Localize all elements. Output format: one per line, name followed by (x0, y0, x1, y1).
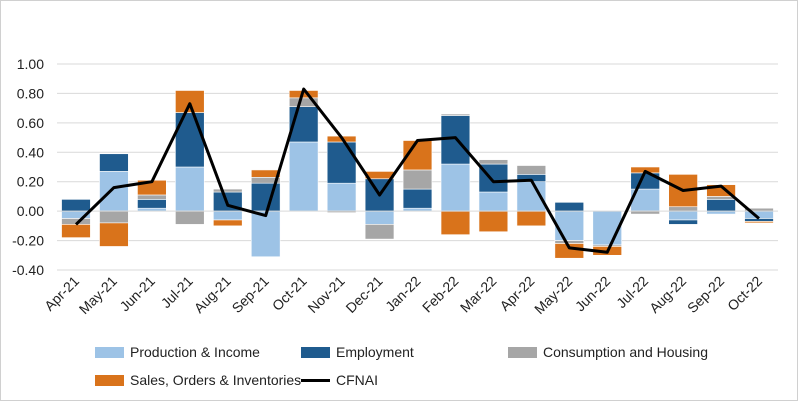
bar-production-income (364, 210, 395, 225)
bar-employment (554, 202, 585, 212)
x-tick-label: Sep-22 (684, 273, 727, 316)
y-tick-label: 0.60 (17, 115, 44, 131)
x-tick-label: Mar-22 (457, 273, 500, 316)
legend-item-employment: Employment (301, 344, 414, 360)
bar-consumption-and-housing (554, 240, 585, 244)
bar-consumption-and-housing (364, 224, 395, 240)
bar-consumption-and-housing (668, 206, 698, 212)
bar-sales-orders-inventories (478, 210, 509, 233)
y-tick-label: -0.40 (12, 262, 44, 278)
bar-consumption-and-housing (706, 196, 736, 200)
x-tick-label: May-21 (76, 273, 120, 317)
y-tick-label: 0.00 (17, 203, 44, 219)
bar-sales-orders-inventories (213, 219, 243, 227)
bar-sales-orders-inventories (516, 210, 547, 227)
bar-consumption-and-housing (99, 210, 129, 224)
legend-item-sales-orders-inventories: Sales, Orders & Inventories (95, 372, 301, 388)
chart-plot: 1.00 0.80 0.60 0.40 0.20 0.00 -0.20 -0.40 Apr-2… (12, 56, 778, 317)
bar-consumption-and-housing (213, 188, 243, 193)
cfnai-line-layer (74, 87, 760, 254)
legend-label-consumption-housing: Consumption and Housing (543, 344, 708, 360)
bar-employment (137, 199, 167, 209)
bar-employment (326, 141, 357, 184)
legend-swatch-sales-orders-inventories (95, 374, 124, 386)
legend-line-cfnai (301, 378, 330, 382)
y-tick-label: 0.80 (17, 85, 44, 101)
bar-production-income (288, 141, 319, 212)
bar-sales-orders-inventories (744, 221, 774, 224)
bar-consumption-and-housing (478, 159, 509, 165)
legend-swatch-employment (301, 346, 330, 358)
y-tick-label: 0.40 (17, 144, 44, 160)
x-tick-label: Oct-22 (724, 273, 765, 314)
x-tick-label: Dec-21 (342, 273, 385, 316)
x-tick-label: Apr-21 (41, 273, 82, 314)
bar-employment (706, 199, 736, 212)
x-tick-label: Jun-22 (572, 273, 614, 315)
legend-item-consumption-housing: Consumption and Housing (508, 344, 708, 360)
bar-production-income (592, 210, 622, 246)
bar-production-income (516, 181, 547, 212)
legend-label-production-income: Production & Income (130, 344, 260, 360)
bar-employment (744, 218, 774, 222)
bar-employment (250, 182, 281, 212)
x-tick-label: Feb-22 (419, 273, 462, 316)
y-tick-label: 0.20 (17, 174, 44, 190)
bar-consumption-and-housing (137, 194, 167, 200)
x-tick-label: Nov-21 (304, 273, 347, 316)
bar-production-income (554, 210, 585, 241)
x-tick-label: Jan-22 (382, 273, 424, 315)
bar-production-income (175, 166, 205, 212)
legend-swatch-production-income (95, 346, 124, 358)
bar-production-income (213, 210, 243, 221)
bar-consumption-and-housing (440, 113, 471, 116)
legend-swatch-consumption-housing (508, 346, 537, 358)
bar-production-income (478, 191, 509, 212)
bar-consumption-and-housing (175, 210, 205, 225)
x-tick-label: Sep-21 (229, 273, 272, 316)
legend-item-production-income: Production & Income (95, 344, 260, 360)
bar-employment (402, 188, 433, 209)
bar-consumption-and-housing (516, 165, 547, 175)
legend: Production & Income Employment Consumpti… (0, 336, 800, 396)
bar-production-income (668, 210, 698, 221)
bar-sales-orders-inventories (61, 224, 91, 238)
x-tick-label: May-22 (531, 273, 575, 317)
bar-employment (61, 199, 91, 212)
line-cfnai (74, 87, 760, 254)
bar-employment (99, 153, 129, 172)
x-tick-label: Apr-22 (496, 273, 537, 314)
y-tick-label: -0.20 (12, 233, 44, 249)
bar-employment (175, 112, 205, 168)
x-tick-label: Jun-21 (116, 273, 158, 315)
bar-employment (668, 219, 698, 225)
bar-sales-orders-inventories (175, 90, 205, 113)
stacked-bars (61, 90, 774, 259)
bar-production-income (440, 163, 471, 212)
x-tick-label: Aug-22 (646, 273, 689, 316)
legend-label-sales-orders-inventories: Sales, Orders & Inventories (130, 372, 302, 388)
bar-sales-orders-inventories (250, 169, 281, 178)
legend-label-cfnai: CFNAI (336, 372, 378, 388)
legend-item-cfnai: CFNAI (301, 372, 378, 388)
bar-production-income (326, 182, 357, 212)
bar-production-income (250, 210, 281, 258)
bar-consumption-and-housing (402, 169, 433, 190)
x-tick-label: Oct-21 (269, 273, 310, 314)
bar-sales-orders-inventories (99, 222, 129, 247)
bar-production-income (99, 171, 129, 212)
legend-label-employment: Employment (336, 344, 414, 360)
bar-sales-orders-inventories (440, 210, 471, 235)
y-axis-tick-labels: 1.00 0.80 0.60 0.40 0.20 0.00 -0.20 -0.40 (12, 56, 44, 278)
y-tick-label: 1.00 (17, 56, 44, 72)
x-tick-label: Aug-21 (191, 273, 234, 316)
